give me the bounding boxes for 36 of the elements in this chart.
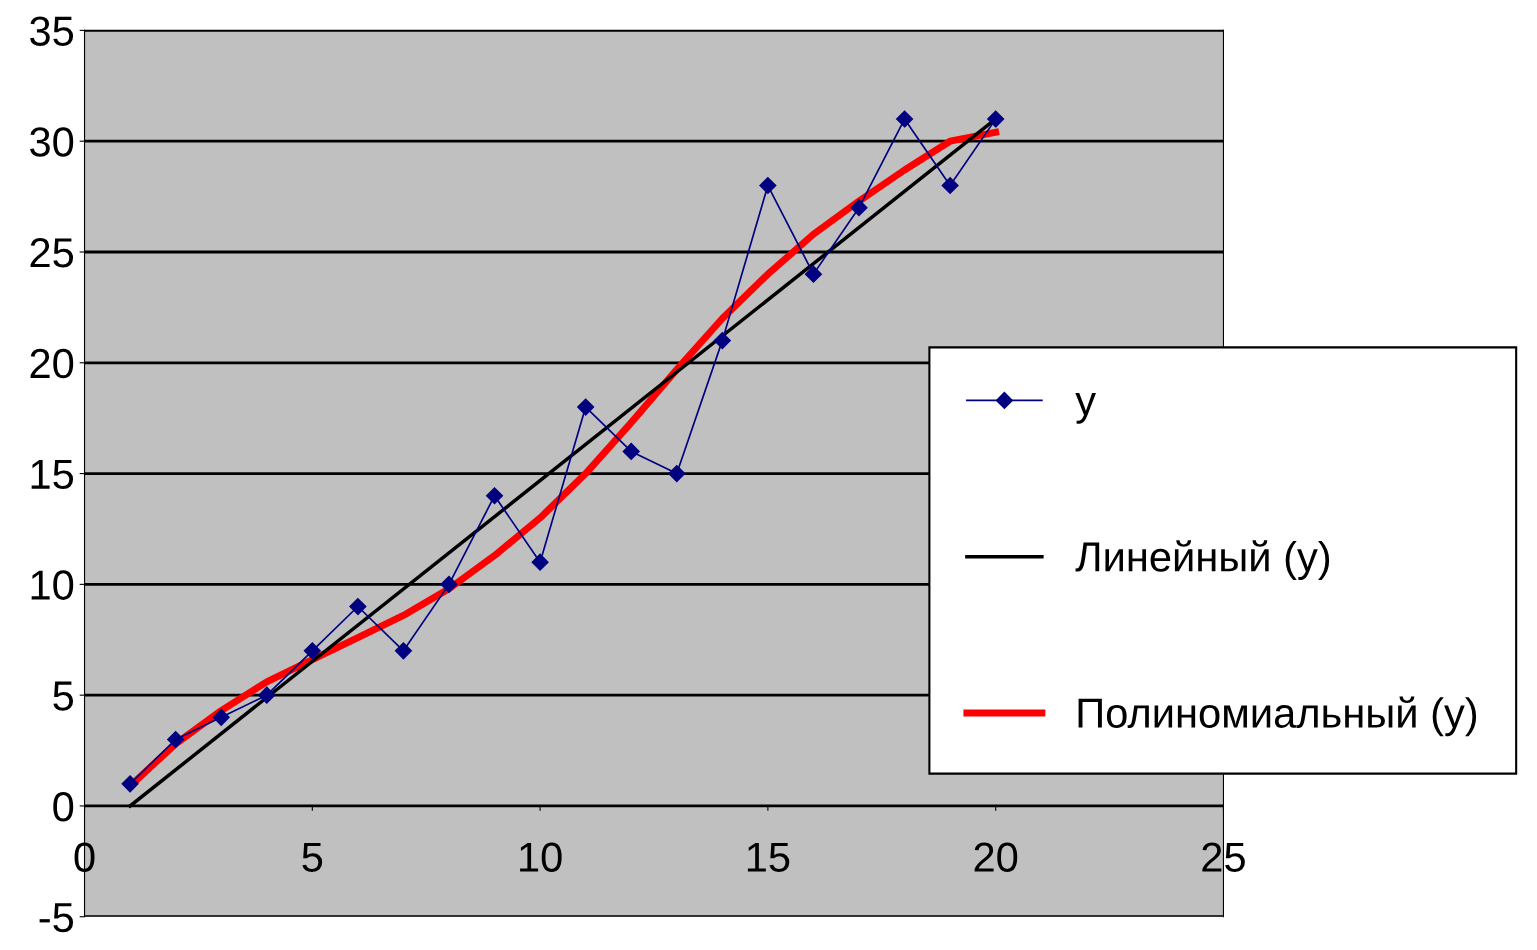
y-tick-label: 15 bbox=[31, 460, 74, 490]
point bbox=[303, 642, 321, 660]
point bbox=[759, 176, 777, 195]
point bbox=[258, 686, 276, 704]
legend-label: y bbox=[1075, 393, 1096, 424]
y-tick-label: -5 bbox=[39, 903, 74, 933]
y-tick-label: 30 bbox=[30, 127, 74, 157]
y-tick-label: 10 bbox=[31, 570, 74, 600]
point bbox=[121, 775, 139, 793]
legend-label: Линейный (y) bbox=[1075, 540, 1330, 580]
point bbox=[577, 398, 595, 416]
point bbox=[850, 199, 868, 217]
point bbox=[987, 110, 1005, 128]
point bbox=[713, 332, 731, 350]
point bbox=[941, 176, 959, 195]
point bbox=[622, 442, 640, 460]
legend-label: Полиномиальный (y) bbox=[1078, 696, 1477, 737]
x-tick-label: 20 bbox=[974, 842, 1018, 872]
x-tick-label: 15 bbox=[747, 842, 790, 872]
x-tick-label: 5 bbox=[302, 842, 323, 872]
point bbox=[212, 708, 230, 726]
point bbox=[531, 553, 549, 571]
y-tick-label: 35 bbox=[30, 16, 74, 46]
point bbox=[896, 110, 914, 128]
point bbox=[668, 465, 686, 483]
y-tick-label: 0 bbox=[53, 791, 74, 822]
point bbox=[394, 642, 412, 660]
y-tick-label: 20 bbox=[30, 348, 74, 379]
point bbox=[440, 575, 458, 593]
y-tick-label: 25 bbox=[30, 237, 74, 268]
point bbox=[485, 487, 504, 505]
x-tick-label: 10 bbox=[520, 842, 562, 872]
point bbox=[804, 265, 822, 283]
y-tick-label: 5 bbox=[53, 681, 74, 711]
point bbox=[349, 597, 367, 616]
point bbox=[167, 730, 185, 749]
